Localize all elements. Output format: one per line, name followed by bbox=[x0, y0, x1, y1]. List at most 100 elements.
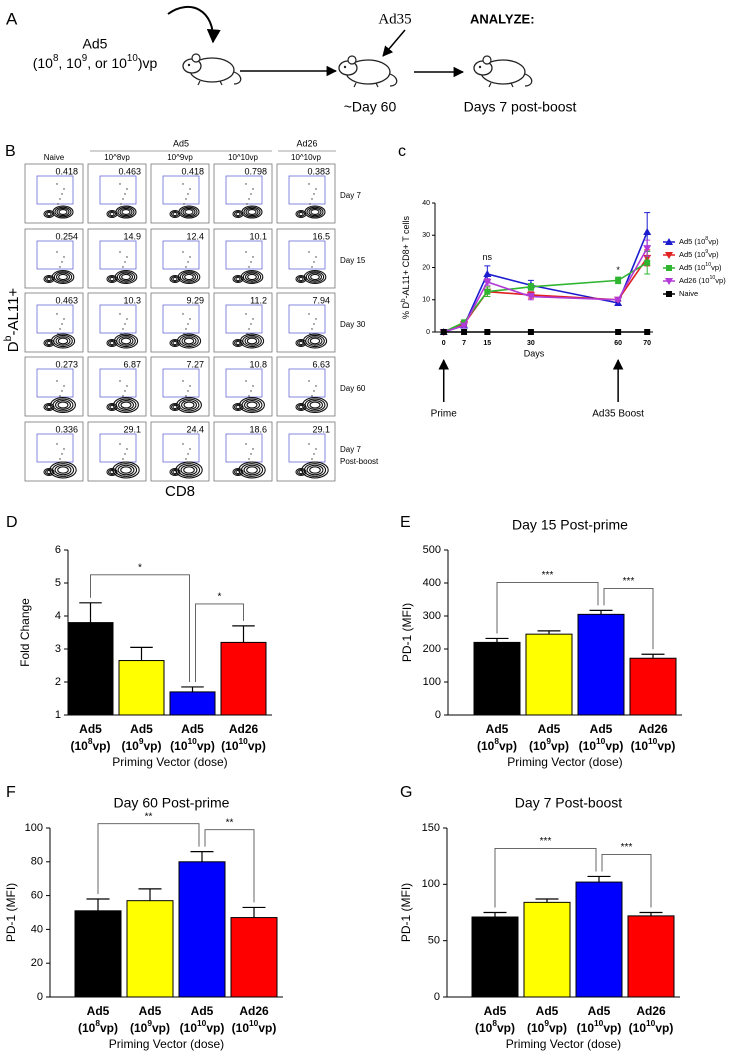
legend-marker bbox=[666, 265, 672, 271]
legend-label: Naive bbox=[679, 289, 698, 298]
x-tick-label: Ad26 bbox=[636, 1004, 666, 1018]
gate bbox=[36, 368, 74, 398]
density-contour bbox=[109, 212, 115, 216]
density-contour bbox=[244, 272, 260, 282]
x-tick-sublabel-part: 10 bbox=[197, 1018, 207, 1028]
point bbox=[483, 269, 492, 277]
x-tick-sublabel-part: 10 bbox=[188, 736, 198, 746]
event-dot bbox=[59, 328, 61, 330]
event-dot bbox=[63, 256, 65, 258]
x-tick-sublabel: (108vp) bbox=[477, 736, 517, 753]
y-tick-label: 300 bbox=[423, 610, 441, 622]
event-dot bbox=[246, 271, 248, 273]
event-dot bbox=[189, 318, 191, 320]
x-tick-sublabel: (1010vp) bbox=[631, 736, 676, 753]
density-contour bbox=[43, 403, 55, 411]
density-contour bbox=[243, 206, 261, 218]
panel-label: F bbox=[6, 784, 16, 801]
row-label: Day 7 bbox=[340, 445, 361, 454]
x-tick-sublabel-part: vp) bbox=[499, 739, 517, 753]
event-dot bbox=[185, 458, 187, 460]
y-tick-label: 1 bbox=[55, 709, 61, 721]
gate-frequency: 14.9 bbox=[123, 231, 141, 241]
density-contour bbox=[305, 271, 325, 283]
significance-bracket bbox=[90, 574, 190, 682]
point bbox=[615, 277, 622, 284]
density-contour bbox=[53, 271, 73, 283]
panel-label: c bbox=[398, 143, 406, 160]
event-dot bbox=[185, 266, 187, 268]
event-dot bbox=[309, 203, 311, 205]
legend-marker bbox=[665, 252, 673, 259]
x-tick-sublabel: (1010vp) bbox=[577, 1018, 622, 1035]
density-contour bbox=[106, 210, 118, 218]
gate bbox=[36, 433, 74, 463]
event-dot bbox=[245, 183, 247, 185]
row-label: Day 60 bbox=[340, 384, 366, 393]
event-dot bbox=[57, 271, 59, 273]
bar bbox=[74, 910, 122, 998]
gate-frequency: 7.94 bbox=[312, 295, 330, 305]
event-dot bbox=[120, 400, 122, 402]
density-contour bbox=[117, 464, 135, 476]
x-tick-sublabel-part: vp) bbox=[144, 739, 162, 753]
gate-frequency: 24.4 bbox=[186, 424, 204, 434]
y-tick-label: 3 bbox=[55, 643, 61, 655]
x-tick-label: Ad5 bbox=[590, 722, 613, 736]
gate-frequency: 10.8 bbox=[249, 359, 267, 369]
gate bbox=[225, 304, 263, 334]
density-contour bbox=[244, 336, 260, 346]
bar bbox=[118, 660, 165, 716]
x-tick-sublabel: (1010vp) bbox=[170, 736, 215, 753]
x-tick-sublabel: (109vp) bbox=[130, 1018, 170, 1035]
event-dot bbox=[189, 188, 191, 190]
gate bbox=[225, 240, 263, 270]
density-contour bbox=[43, 339, 55, 347]
panel-label: G bbox=[400, 784, 412, 801]
density-contour bbox=[184, 209, 194, 215]
density-contour bbox=[180, 464, 198, 476]
x-tick-sublabel-part: 9 bbox=[546, 736, 551, 746]
significance-bracket bbox=[97, 823, 200, 894]
event-dot bbox=[126, 448, 128, 450]
x-tick-sublabel-part: vp) bbox=[197, 739, 215, 753]
event-dot bbox=[124, 453, 126, 455]
density-contour bbox=[297, 404, 305, 410]
x-tick-sublabel-part: 10 bbox=[239, 736, 249, 746]
density-contour bbox=[169, 468, 181, 476]
x-tick-sublabel-part: (10 bbox=[577, 1021, 595, 1035]
density-contour bbox=[108, 276, 116, 282]
y-axis-label: % Db-AL11+ CD8+ T cells bbox=[400, 215, 411, 319]
density-contour bbox=[171, 211, 179, 217]
mouse-feet bbox=[197, 80, 223, 86]
y-tick-label: 50 bbox=[428, 935, 440, 947]
event-dot bbox=[59, 458, 61, 460]
density-contour bbox=[246, 401, 258, 409]
x-tick-label: Ad5 bbox=[484, 1004, 507, 1018]
x-tick-sublabel-part: vp) bbox=[206, 1021, 224, 1035]
event-dot bbox=[182, 380, 184, 382]
gate bbox=[162, 304, 200, 334]
event-dot bbox=[315, 256, 317, 258]
point bbox=[484, 288, 491, 295]
x-tick-sublabel-part: (10 bbox=[78, 1021, 96, 1035]
column-header: 10^8vp bbox=[104, 153, 130, 162]
event-dot bbox=[309, 463, 311, 465]
gate bbox=[99, 304, 137, 334]
x-axis-label: Priming Vector (dose) bbox=[506, 1037, 621, 1051]
event-dot bbox=[315, 448, 317, 450]
density-contour bbox=[55, 272, 71, 282]
event-dot bbox=[182, 313, 184, 315]
gate bbox=[36, 240, 74, 270]
event-dot bbox=[189, 448, 191, 450]
event-dot bbox=[250, 390, 252, 392]
event-dot bbox=[189, 256, 191, 258]
column-header: 10^10vp bbox=[291, 153, 322, 162]
significance-label: ** bbox=[226, 817, 234, 828]
event-dot bbox=[315, 188, 317, 190]
event-dot bbox=[245, 443, 247, 445]
x-tick-label: 7 bbox=[462, 340, 466, 347]
legend-label-part: vp) bbox=[715, 276, 726, 285]
gate bbox=[162, 175, 200, 205]
event-dot bbox=[313, 193, 315, 195]
